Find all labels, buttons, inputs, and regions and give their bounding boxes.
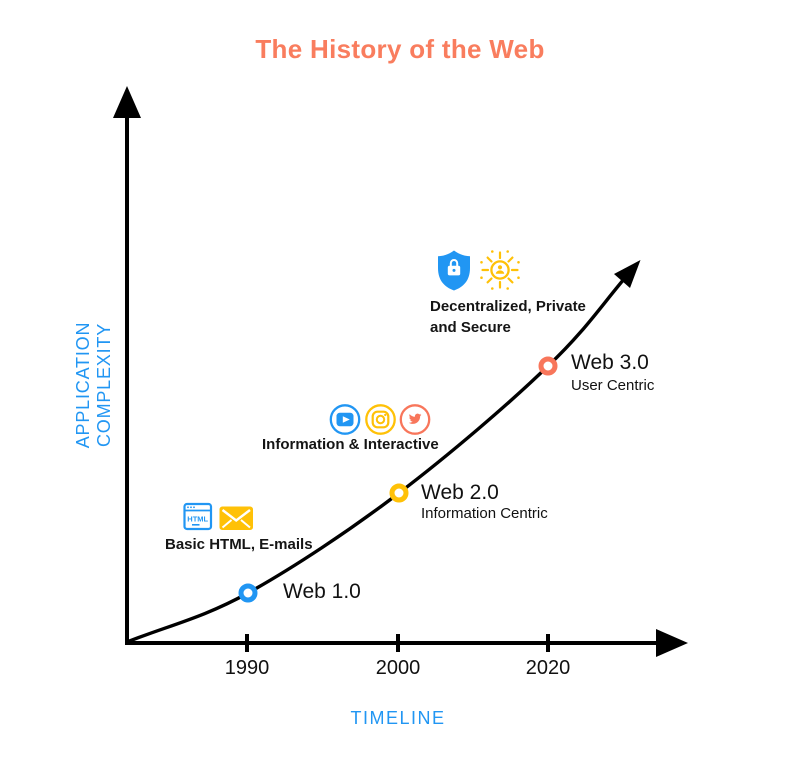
milestone-web1-dot bbox=[238, 583, 258, 603]
instagram-icon bbox=[365, 404, 396, 435]
milestone-web3-dot bbox=[538, 356, 558, 376]
y-axis-label: APPLICATION COMPLEXITY bbox=[73, 321, 114, 449]
tick-label-2000: 2000 bbox=[375, 657, 421, 679]
twitter-icon bbox=[399, 404, 431, 435]
youtube-icon bbox=[329, 404, 361, 435]
milestone-web3-caption: Decentralized, Private and Secure bbox=[430, 298, 586, 336]
tick-label-2020: 2020 bbox=[525, 657, 571, 679]
page-title: The History of the Web bbox=[255, 34, 545, 64]
milestone-web2-caption: Information & Interactive bbox=[262, 436, 439, 453]
milestone-web1-caption: Basic HTML, E-mails bbox=[165, 536, 313, 553]
milestone-web3-label: Web 3.0 bbox=[571, 351, 649, 374]
y-axis-arrow-icon bbox=[113, 86, 141, 118]
x-axis-arrow-icon bbox=[656, 629, 688, 657]
html-icon-text: HTML bbox=[187, 515, 208, 524]
html-browser-icon: HTML bbox=[183, 502, 213, 531]
milestone-web2-sublabel: Information Centric bbox=[421, 505, 548, 522]
shield-lock-icon bbox=[438, 250, 470, 291]
x-axis-label: TIMELINE bbox=[350, 708, 446, 728]
milestone-web2-label: Web 2.0 bbox=[421, 481, 499, 504]
tick-label-1990: 1990 bbox=[224, 657, 270, 679]
milestone-web1-label: Web 1.0 bbox=[283, 580, 361, 603]
milestone-web2-dot bbox=[389, 483, 409, 503]
curve-arrow-icon bbox=[614, 260, 641, 288]
milestone-web3-sublabel: User Centric bbox=[571, 377, 655, 394]
decentralized-network-icon bbox=[480, 250, 520, 290]
email-icon bbox=[219, 506, 253, 530]
